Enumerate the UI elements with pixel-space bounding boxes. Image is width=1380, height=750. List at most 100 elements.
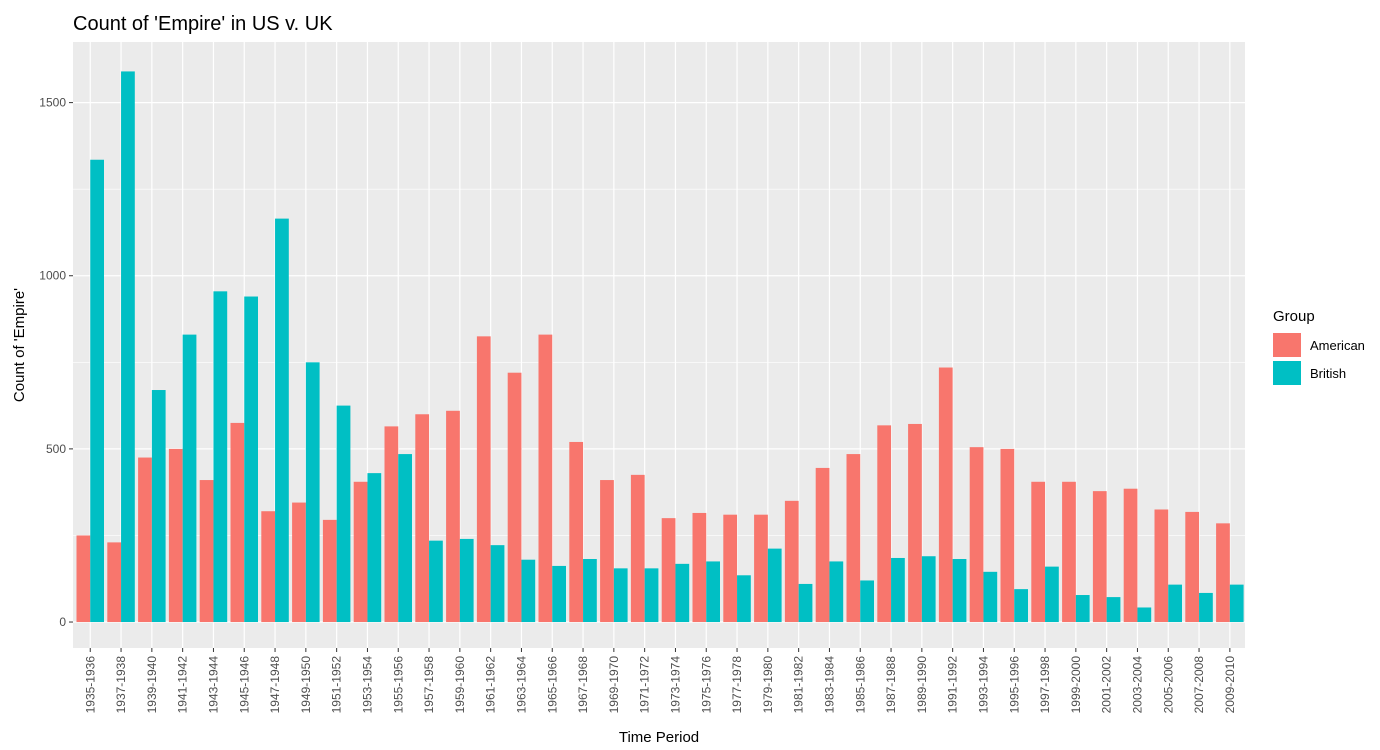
y-tick-label: 1000	[39, 269, 66, 283]
bar-british-1949-1950	[305, 362, 320, 623]
bar-british-1969-1970	[613, 568, 628, 623]
bar-american-1975-1976	[692, 512, 707, 623]
bar-british-1985-1986	[860, 580, 874, 623]
bar-american-1973-1974	[661, 518, 676, 623]
bar-british-1953-1954	[367, 473, 382, 623]
x-tick-label: 1999-2000	[1069, 656, 1083, 714]
bar-american-1939-1940	[138, 457, 152, 623]
bar-british-1991-1992	[952, 559, 967, 623]
bar-british-1981-1982	[798, 583, 813, 623]
bar-american-2007-2008	[1185, 511, 1200, 623]
legend-key-american	[1273, 333, 1301, 357]
bar-american-1963-1964	[507, 372, 522, 623]
x-tick-label: 2009-2010	[1223, 656, 1237, 714]
bar-british-1987-1988	[891, 557, 905, 623]
bar-british-1945-1946	[244, 296, 258, 623]
x-tick-label: 1985-1986	[853, 656, 867, 714]
bar-american-1979-1980	[754, 514, 768, 623]
bar-american-1951-1952	[322, 519, 337, 623]
legend-label-american: American	[1310, 338, 1365, 353]
bar-british-1941-1942	[182, 334, 197, 623]
x-tick-label: 1965-1966	[545, 656, 559, 714]
bar-british-2001-2002	[1106, 597, 1121, 623]
x-tick-label: 1953-1954	[360, 656, 374, 714]
bar-american-1967-1968	[569, 441, 584, 623]
bar-british-1977-1978	[737, 575, 751, 623]
x-tick-label: 1935-1936	[83, 656, 97, 714]
bar-british-1967-1968	[583, 559, 597, 623]
legend: Group American British	[1273, 308, 1365, 385]
bar-american-1985-1986	[846, 454, 861, 623]
x-tick-label: 2007-2008	[1192, 656, 1206, 714]
bar-british-1971-1972	[644, 568, 659, 623]
x-tick-label: 1947-1948	[268, 656, 282, 714]
y-tick-label: 0	[59, 615, 66, 629]
x-axis: 1935-1936 1937-1938 1939-1940 1941-1942 1943…	[83, 648, 1237, 713]
bar-american-1965-1966	[538, 334, 553, 623]
bar-british-1961-1962	[490, 545, 505, 623]
bar-british-1939-1940	[151, 390, 166, 623]
bar-american-1999-2000	[1062, 481, 1076, 623]
bar-british-1951-1952	[336, 405, 351, 623]
chart-title: Count of 'Empire' in US v. UK	[73, 13, 333, 35]
legend-key-british	[1273, 361, 1301, 385]
x-tick-label: 1967-1968	[576, 656, 590, 714]
x-tick-label: 1951-1952	[330, 656, 344, 714]
x-tick-label: 1943-1944	[206, 656, 220, 714]
x-tick-label: 1987-1988	[884, 656, 898, 714]
x-tick-label: 2003-2004	[1130, 656, 1144, 714]
x-axis-title: Time Period	[619, 729, 699, 746]
y-axis: 0 500 1000 1500	[39, 96, 73, 629]
x-tick-label: 1937-1938	[114, 656, 128, 714]
bar-american-1945-1946	[230, 422, 245, 623]
bar-british-2009-2010	[1229, 584, 1244, 623]
bar-british-1965-1966	[552, 565, 566, 623]
bar-american-1935-1936	[76, 535, 91, 623]
bar-british-1947-1948	[275, 218, 289, 623]
bar-american-1971-1972	[630, 474, 645, 623]
legend-title: Group	[1273, 308, 1315, 325]
bar-american-1997-1998	[1031, 481, 1046, 623]
bar-british-1983-1984	[829, 561, 844, 623]
bar-american-1983-1984	[815, 467, 830, 623]
bar-american-1995-1996	[1000, 448, 1015, 623]
x-tick-label: 1959-1960	[453, 656, 467, 714]
x-tick-label: 1991-1992	[946, 656, 960, 714]
bar-american-1937-1938	[107, 542, 122, 623]
bar-american-1981-1982	[784, 500, 799, 623]
bar-american-1993-1994	[969, 447, 984, 623]
bar-american-1989-1990	[908, 423, 922, 623]
x-tick-label: 1957-1958	[422, 656, 436, 714]
x-tick-label: 1961-1962	[484, 656, 498, 714]
x-tick-label: 1969-1970	[607, 656, 621, 714]
bar-british-1989-1990	[921, 556, 936, 623]
bar-british-1993-1994	[983, 571, 998, 623]
bar-british-1935-1936	[90, 159, 104, 623]
x-tick-label: 1979-1980	[761, 656, 775, 714]
bar-american-2009-2010	[1216, 523, 1230, 623]
x-tick-label: 1977-1978	[730, 656, 744, 714]
x-tick-label: 1941-1942	[176, 656, 190, 714]
bar-british-1957-1958	[429, 540, 443, 623]
bar-british-2003-2004	[1137, 607, 1152, 623]
bar-american-1953-1954	[353, 481, 368, 623]
bar-american-1969-1970	[600, 480, 614, 623]
x-tick-label: 1981-1982	[792, 656, 806, 714]
bar-american-1959-1960	[446, 410, 460, 623]
x-tick-label: 1939-1940	[145, 656, 159, 714]
bar-british-2007-2008	[1199, 592, 1213, 623]
bar-american-1957-1958	[415, 414, 430, 623]
bar-american-2001-2002	[1092, 491, 1107, 623]
bar-british-1995-1996	[1014, 589, 1028, 623]
x-tick-label: 1949-1950	[299, 656, 313, 714]
bar-american-1961-1962	[476, 336, 491, 623]
x-tick-label: 1955-1956	[391, 656, 405, 714]
x-tick-label: 1971-1972	[638, 656, 652, 714]
bar-american-2005-2006	[1154, 509, 1169, 623]
bar-british-1997-1998	[1045, 566, 1059, 623]
bar-american-1947-1948	[261, 511, 276, 623]
bar-british-1937-1938	[121, 71, 135, 623]
x-tick-label: 1945-1946	[237, 656, 251, 714]
bar-american-1943-1944	[199, 480, 214, 623]
